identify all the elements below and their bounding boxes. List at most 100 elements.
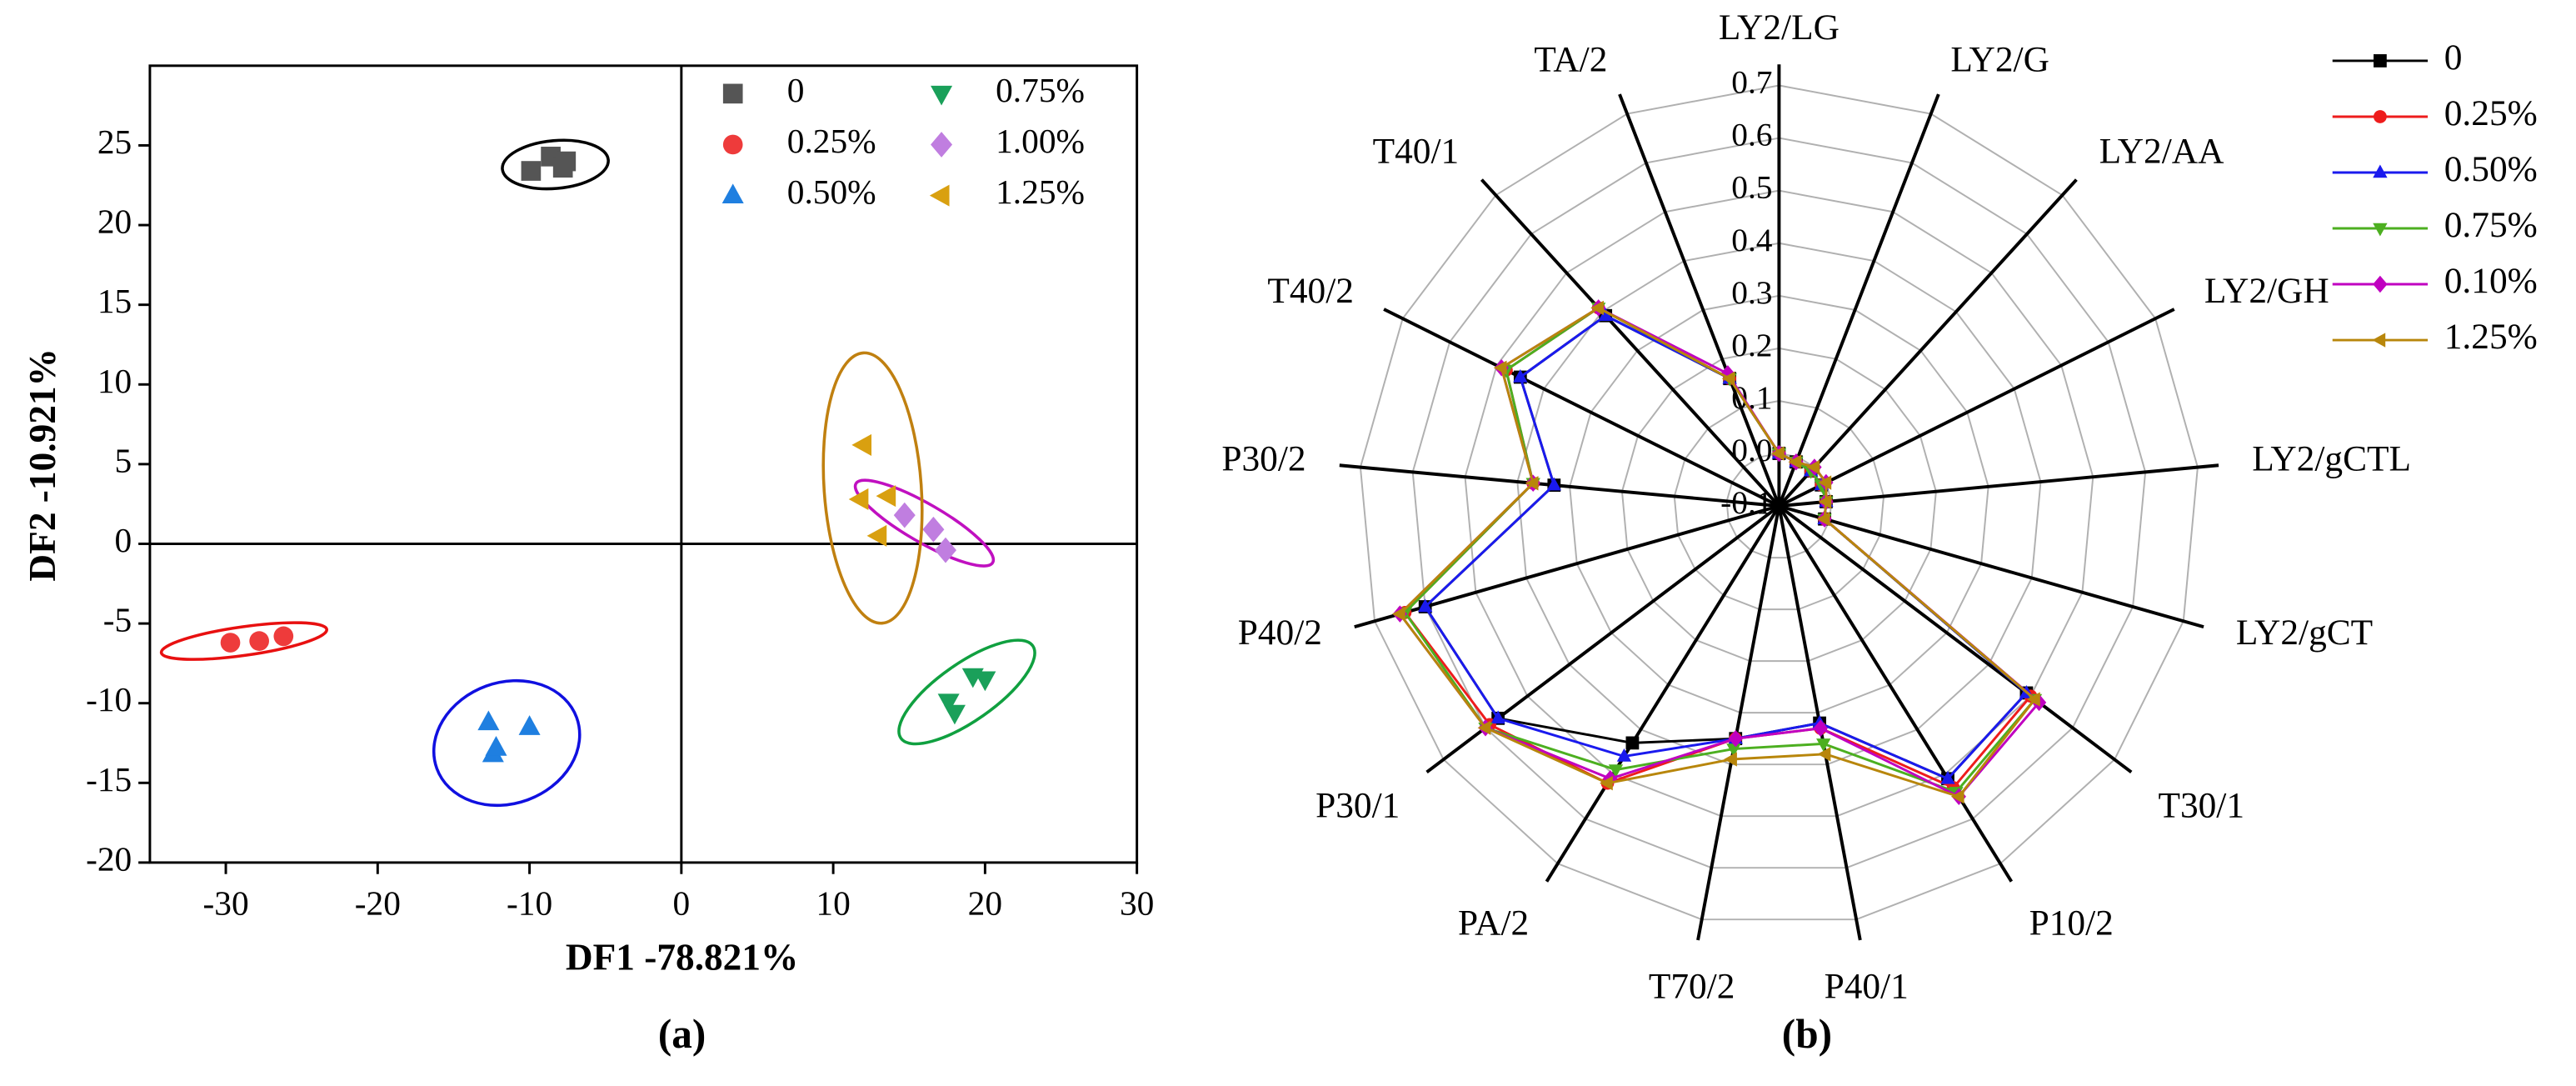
marker <box>848 488 869 510</box>
x-tick-label: 0 <box>673 884 691 923</box>
r-tick-label: -0.1 <box>1720 484 1772 521</box>
legend-label: 1.00% <box>996 122 1085 160</box>
marker <box>1816 738 1831 752</box>
marker <box>1598 308 1613 322</box>
axis-spoke <box>1480 178 1780 508</box>
caption: (a) <box>658 1011 706 1057</box>
axis-label: LY2/gCT <box>2236 613 2373 653</box>
legend-label: 1.25% <box>2444 317 2538 357</box>
marker <box>273 626 294 647</box>
marker <box>1940 770 1955 784</box>
axis-spoke <box>1777 505 2014 883</box>
marker <box>1477 720 1491 735</box>
marker <box>1721 371 1735 386</box>
marker <box>1770 446 1785 461</box>
legend-marker <box>722 134 743 155</box>
axis-label: LY2/G <box>1950 39 2049 79</box>
axis-spoke <box>1425 504 1780 774</box>
marker <box>521 161 542 181</box>
x-axis-label: DF1 -78.821% <box>566 937 799 978</box>
legend-label: 0.50% <box>787 173 876 211</box>
r-tick-label: 0.4 <box>1731 222 1773 258</box>
confidence-ellipse <box>821 351 924 625</box>
confidence-ellipse <box>501 138 610 191</box>
grid-ring <box>1673 399 1885 611</box>
marker <box>1600 775 1613 791</box>
marker <box>1817 747 1831 762</box>
axis-label: P10/2 <box>2029 903 2114 943</box>
marker <box>1493 360 1507 375</box>
legend-marker <box>931 132 953 158</box>
axis-spoke <box>1383 308 1780 508</box>
marker <box>485 736 507 756</box>
marker <box>934 537 957 563</box>
legend-marker <box>931 85 953 106</box>
marker <box>2027 692 2040 707</box>
r-tick-label: 0.3 <box>1731 274 1772 311</box>
axis-spoke <box>1618 93 1781 507</box>
axis-label: LY2/LG <box>1719 8 1840 48</box>
x-tick-label: -20 <box>355 884 401 923</box>
legend-label: 0.25% <box>2444 93 2538 133</box>
marker <box>249 631 269 651</box>
x-tick-label: 10 <box>816 884 850 923</box>
axis-label: T70/2 <box>1649 966 1735 1006</box>
marker <box>1950 789 1964 804</box>
legend-marker <box>929 184 950 207</box>
x-tick-label: 20 <box>968 884 1002 923</box>
caption: (b) <box>1782 1011 1832 1057</box>
y-tick-label: -10 <box>86 680 132 718</box>
marker <box>1816 512 1830 527</box>
legend-marker <box>2373 275 2388 293</box>
legend-marker <box>2374 110 2387 123</box>
axis-spoke <box>1696 505 1781 941</box>
legend-label: 0.25% <box>787 122 876 160</box>
legend-marker <box>2373 164 2388 178</box>
marker <box>1546 477 1561 491</box>
marker <box>1806 459 1820 475</box>
plot-frame <box>148 64 1139 864</box>
confidence-ellipse <box>432 678 582 808</box>
y-tick-label: -15 <box>86 760 132 798</box>
r-tick-label: 0.6 <box>1731 117 1772 153</box>
marker <box>1625 736 1640 750</box>
axis-spoke <box>1779 463 2219 508</box>
marker <box>1525 476 1539 491</box>
marker <box>477 710 500 731</box>
confidence-ellipse <box>897 638 1036 746</box>
y-tick-label: -20 <box>86 839 132 878</box>
grid-ring <box>1569 294 1989 714</box>
marker <box>974 671 996 692</box>
r-tick-label: 0.2 <box>1731 327 1772 363</box>
marker <box>893 502 916 528</box>
axis-spoke <box>1778 504 2204 629</box>
y-tick-label: 25 <box>97 123 132 161</box>
axis-label: TA/2 <box>1534 39 1607 79</box>
axis-label: T40/1 <box>1373 132 1460 172</box>
axis-label: LY2/gCTL <box>2252 438 2411 478</box>
axis-label: P30/2 <box>1221 438 1305 478</box>
marker <box>1728 729 1743 748</box>
marker <box>1608 764 1624 778</box>
marker <box>556 151 577 172</box>
axis-spoke <box>1778 504 2133 774</box>
x-tick-label: -30 <box>202 884 248 923</box>
legend-label: 0.75% <box>2444 205 2538 245</box>
r-tick-label: 0.7 <box>1731 64 1772 101</box>
marker <box>943 704 966 725</box>
r-tick-label: 0.0 <box>1731 432 1772 468</box>
axis-label: LY2/GH <box>2204 271 2329 311</box>
legend-marker <box>2373 223 2388 237</box>
r-tick-label: 0.5 <box>1731 169 1772 206</box>
axis-label: P30/1 <box>1315 785 1400 825</box>
legend-label: 0.75% <box>996 71 1085 109</box>
marker <box>1818 475 1832 490</box>
marker <box>1724 752 1737 767</box>
y-tick-label: 5 <box>115 441 132 479</box>
grid-ring <box>1516 242 2042 766</box>
legend-marker <box>722 83 743 104</box>
legend-marker <box>2374 54 2387 68</box>
axis-label: P40/1 <box>1825 966 1909 1006</box>
legend-marker <box>721 183 744 204</box>
